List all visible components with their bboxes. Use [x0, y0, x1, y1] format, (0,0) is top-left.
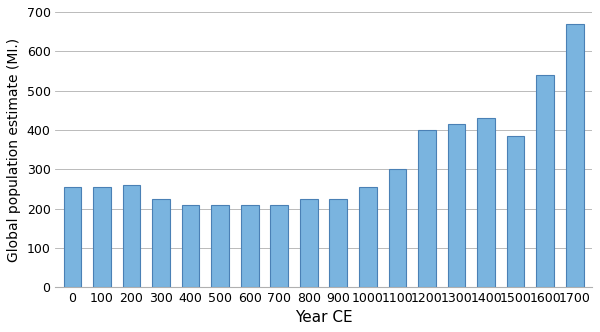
Bar — [329, 199, 347, 287]
Bar — [448, 124, 466, 287]
Bar — [477, 118, 495, 287]
Bar — [211, 205, 229, 287]
Y-axis label: Global population estimate (MI.): Global population estimate (MI.) — [7, 38, 21, 262]
X-axis label: Year CE: Year CE — [295, 310, 352, 325]
Bar — [271, 205, 288, 287]
Bar — [389, 169, 406, 287]
Bar — [152, 199, 170, 287]
Bar — [566, 24, 584, 287]
Bar — [359, 187, 377, 287]
Bar — [122, 185, 140, 287]
Bar — [64, 187, 81, 287]
Bar — [300, 199, 317, 287]
Bar — [93, 187, 111, 287]
Bar — [507, 136, 524, 287]
Bar — [536, 75, 554, 287]
Bar — [241, 205, 259, 287]
Bar — [182, 205, 199, 287]
Bar — [418, 130, 436, 287]
